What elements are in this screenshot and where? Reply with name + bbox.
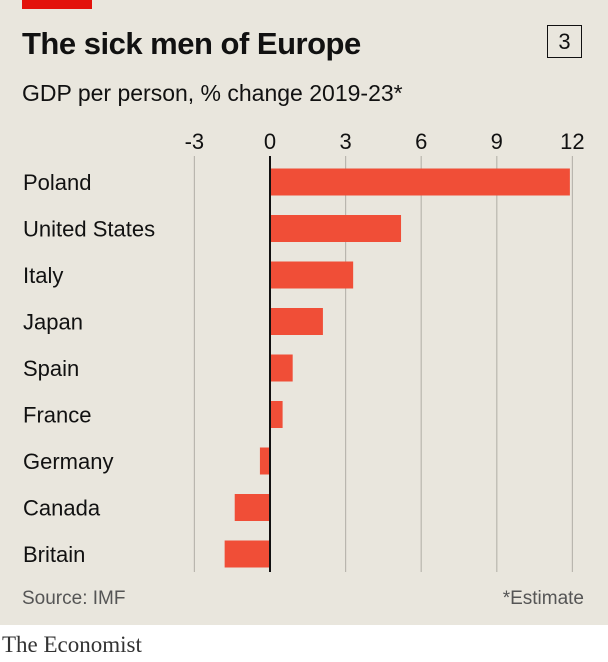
bar — [270, 308, 323, 335]
category-label: Italy — [23, 263, 63, 288]
bar-chart: -3 0 3 6 9 12 Poland United States Italy Japan Sp… — [23, 129, 585, 572]
bar — [270, 215, 402, 242]
chart-title: The sick men of Europe — [22, 26, 361, 61]
category-labels: Poland United States Italy Japan Spain France… — [23, 170, 155, 567]
bar — [259, 447, 270, 475]
bars — [224, 168, 570, 568]
brand-accent-bar — [22, 0, 92, 9]
tick-labels: -3 0 3 6 9 12 — [185, 129, 585, 154]
category-label: United States — [23, 217, 155, 242]
bar — [234, 494, 270, 521]
category-label: Britain — [23, 542, 85, 567]
bar — [270, 261, 354, 289]
category-label: Germany — [23, 449, 113, 474]
category-label: Poland — [23, 170, 92, 195]
tick-label: -3 — [185, 129, 205, 154]
category-label: Spain — [23, 356, 79, 381]
estimate-footnote: *Estimate — [502, 588, 584, 609]
bar — [224, 540, 270, 568]
tick-label: 12 — [560, 129, 584, 154]
bar — [270, 354, 293, 382]
tick-label: 6 — [415, 129, 427, 154]
chart-number-badge: 3 — [547, 25, 582, 58]
publisher-logo: The Economist — [2, 632, 142, 657]
source-note: Source: IMF — [22, 588, 126, 609]
tick-label: 9 — [491, 129, 503, 154]
tick-label: 0 — [264, 129, 276, 154]
category-label: France — [23, 403, 91, 428]
bar — [270, 401, 283, 428]
chart-subtitle: GDP per person, % change 2019-23* — [22, 80, 403, 106]
tick-label: 3 — [339, 129, 351, 154]
bar — [270, 168, 570, 196]
category-label: Canada — [23, 496, 101, 521]
category-label: Japan — [23, 310, 83, 335]
